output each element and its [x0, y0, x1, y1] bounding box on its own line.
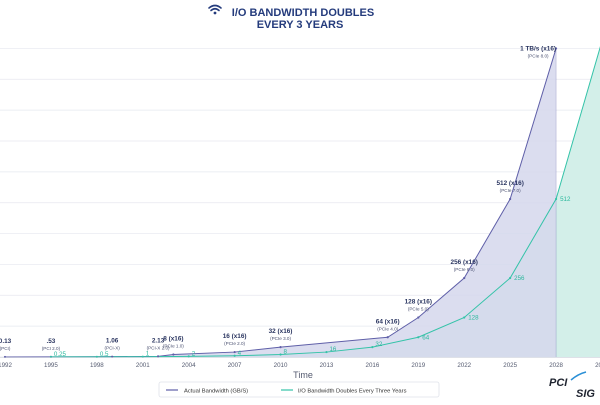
actual-data-sublabel: (PCIe 5.0) — [408, 307, 429, 312]
x-tick-label: 2001 — [136, 362, 150, 369]
x-tick-label: 2016 — [366, 362, 380, 369]
actual-data-sublabel: (PCIe 8.0) — [528, 53, 549, 58]
actual-data-label: 0.13 — [0, 338, 12, 345]
chart-title-line1: I/O BANDWIDTH DOUBLES — [232, 7, 374, 19]
actual-data-sublabel: (PCI 2.0) — [42, 346, 61, 351]
x-tick-label: 1995 — [44, 362, 58, 369]
trend-data-label: 16 — [329, 346, 336, 353]
actual-point — [233, 350, 236, 354]
actual-data-label: 1.06 — [106, 338, 119, 345]
trend-data-label: 2 — [192, 350, 196, 357]
x-tick-label: 2031 — [595, 362, 600, 369]
x-tick-label: 2004 — [182, 362, 196, 369]
actual-point — [509, 197, 512, 201]
actual-point — [156, 355, 160, 358]
trend-data-label: 0.5 — [100, 351, 109, 358]
trend-point — [463, 316, 466, 319]
trend-data-label: 4 — [238, 350, 242, 357]
actual-point — [554, 47, 558, 50]
x-tick-label: 2007 — [228, 362, 242, 369]
trend-point — [325, 350, 328, 354]
x-tick-label: 2028 — [549, 362, 563, 369]
x-tick-label: 1998 — [90, 362, 104, 369]
actual-data-sublabel: (PCI-X 2.0) — [147, 345, 170, 350]
actual-data-label: 32 (x16) — [269, 328, 293, 335]
trend-data-label: 8 — [284, 349, 288, 356]
trend-point — [279, 353, 282, 356]
trend-data-label: 64 — [422, 334, 429, 341]
x-axis: 1992 1995 1998 2001 2004 2007 2010 2013 2016 2019… — [0, 357, 600, 369]
logo-text-pci: PCI — [549, 377, 568, 389]
area-fills — [5, 47, 600, 358]
actual-data-sublabel: (PCIe 7.0) — [500, 188, 521, 193]
x-tick-label: 2013 — [320, 362, 334, 369]
actual-data-sublabel: (PCIe 6.0) — [454, 267, 475, 272]
chart-title-line2: EVERY 3 YEARS — [257, 19, 344, 31]
actual-data-sublabel: (PCIe 2.0) — [224, 341, 245, 346]
x-tick-label: 2022 — [457, 362, 471, 369]
actual-data-sublabel: (PCIe 1.0) — [163, 344, 184, 349]
actual-data-label: 16 (x16) — [223, 333, 247, 340]
logo-text-sig: SIG — [576, 388, 595, 400]
actual-point — [386, 336, 389, 339]
trend-point — [417, 336, 420, 339]
pci-sig-logo: PCI SIG — [549, 371, 595, 400]
grid-lines — [0, 48, 600, 358]
actual-data-label: 512 (x16) — [496, 180, 523, 187]
trend-data-label: 32 — [375, 341, 382, 348]
actual-data-sublabel: (PCIe 3.0) — [270, 336, 291, 341]
legend-actual-label: Actual Bandwidth (GB/S) — [184, 389, 248, 395]
actual-point — [417, 316, 420, 319]
actual-data-label: 128 (x16) — [405, 299, 432, 306]
trend-point — [554, 197, 558, 201]
actual-data-label: 256 (x16) — [451, 259, 478, 266]
actual-point — [172, 353, 175, 356]
actual-data-label: 8 (x16) — [163, 336, 183, 343]
series-lines — [3, 46, 600, 359]
actual-point — [463, 276, 466, 280]
trend-data-label: 512 — [560, 196, 571, 203]
x-tick-label: 2019 — [411, 362, 425, 369]
x-tick-label: 1992 — [0, 362, 12, 369]
x-tick-label: 2010 — [274, 362, 288, 369]
actual-data-label: 64 (x16) — [376, 318, 400, 325]
trend-point — [371, 346, 374, 349]
actual-data-label: 1 TB/s (x16) — [520, 45, 556, 52]
trend-data-label: 0.25 — [54, 351, 67, 358]
trend-point — [233, 354, 236, 357]
wifi-icon — [208, 4, 222, 15]
actual-point — [279, 346, 282, 349]
x-tick-label: 2025 — [503, 362, 517, 369]
actual-data-sublabel: (PCI) — [0, 346, 11, 351]
actual-data-label: 2.13 — [152, 337, 165, 344]
trend-data-label: 1 — [146, 351, 150, 358]
trend-point — [509, 276, 512, 280]
actual-data-sublabel: (PCIe 4.0) — [377, 326, 398, 331]
data-labels: 0.13(PCI).53(PCI 2.0)1.06(PCI-X)2.13(PCI… — [0, 45, 571, 357]
legend-trend-label: I/O Bandwidth Doubles Every Three Years — [298, 389, 407, 395]
legend: Actual Bandwidth (GB/S) I/O Bandwidth Do… — [158, 381, 440, 398]
trend-point — [187, 355, 190, 358]
actual-data-label: .53 — [46, 338, 55, 345]
x-axis-label: Time — [293, 370, 313, 380]
trend-data-label: 256 — [514, 275, 525, 282]
actual-area — [5, 48, 557, 358]
actual-data-sublabel: (PCI-X) — [104, 346, 120, 351]
trend-data-label: 128 — [468, 315, 479, 322]
